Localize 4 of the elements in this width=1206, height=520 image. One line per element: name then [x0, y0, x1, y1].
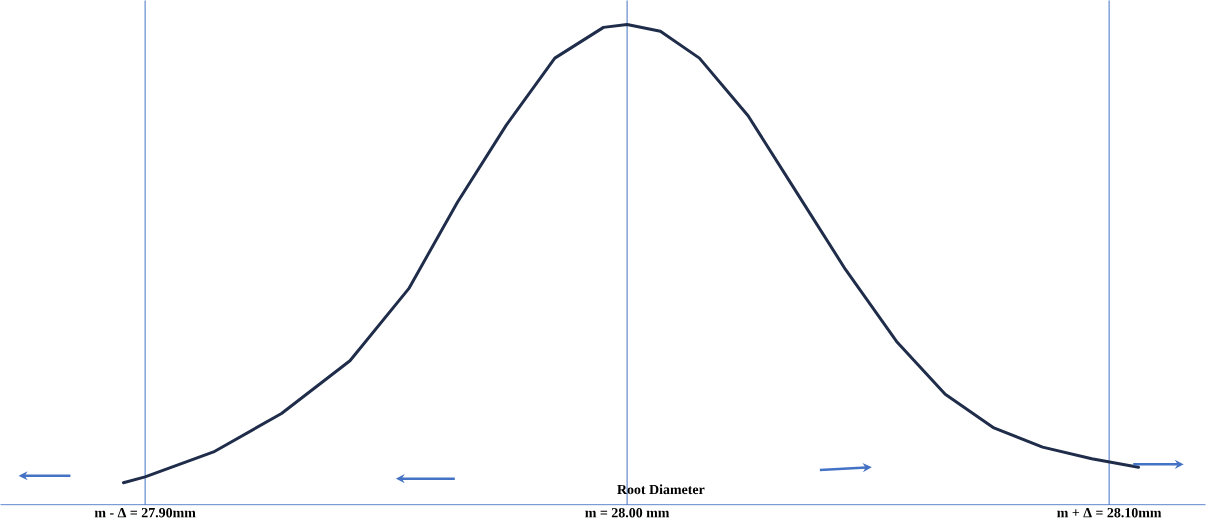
x-tick-label: m = 28.00 mm	[585, 507, 670, 518]
x-tick-label: m - Δ = 27.90mm	[94, 507, 196, 518]
x-tick-label: m + Δ = 28.10mm	[1057, 507, 1162, 518]
x-axis-title: Root Diameter	[617, 484, 705, 494]
